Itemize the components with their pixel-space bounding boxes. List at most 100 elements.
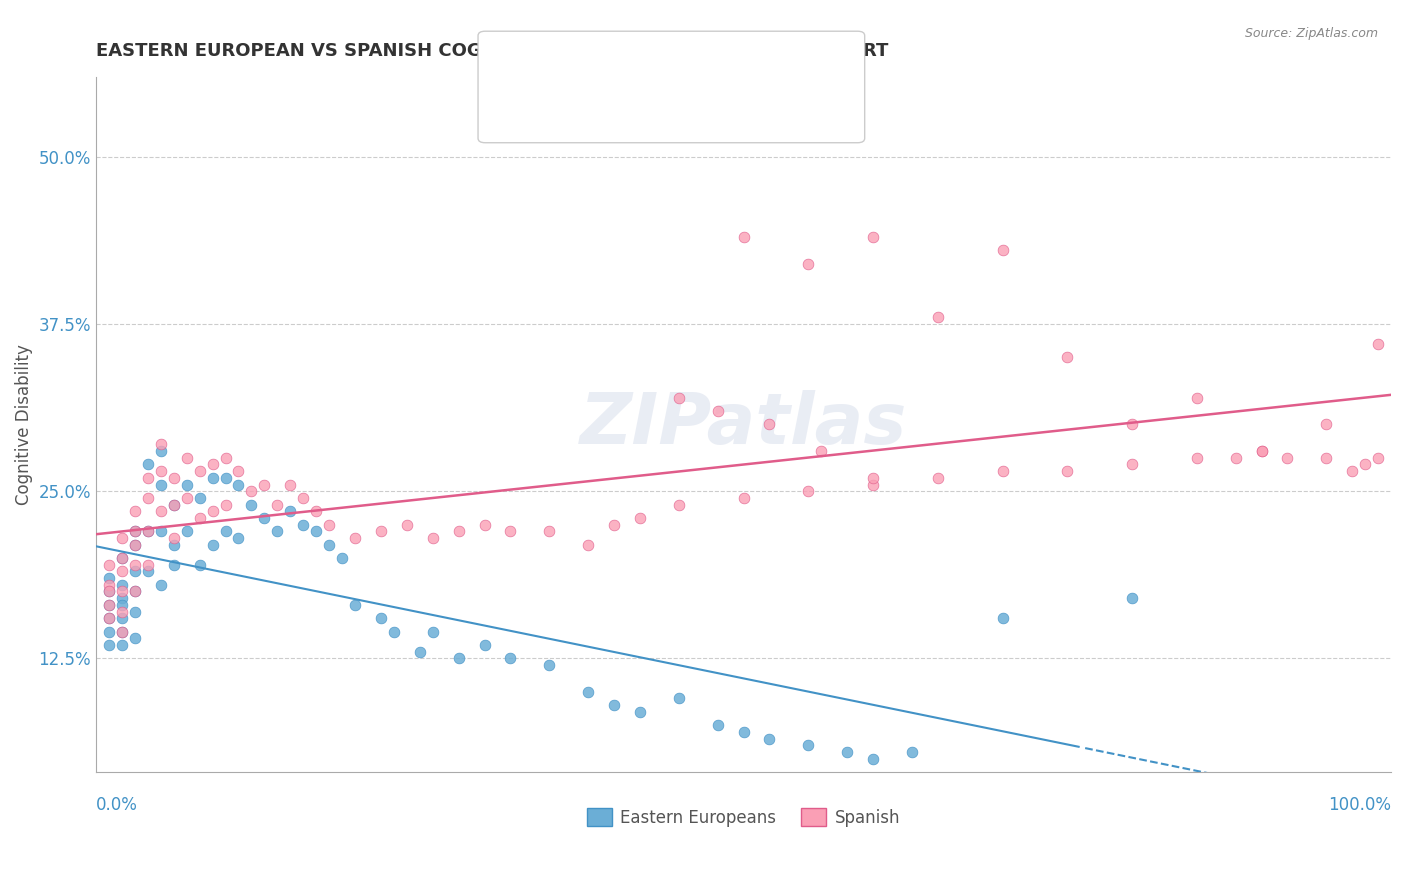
Point: [163, 538, 186, 552]
Point: [163, 558, 186, 572]
Point: [499, 651, 522, 665]
Point: [214, 498, 236, 512]
Point: [98, 584, 121, 599]
Point: [706, 718, 728, 732]
Point: [188, 558, 211, 572]
Point: [991, 464, 1014, 478]
Point: [240, 484, 263, 499]
Point: [344, 598, 367, 612]
Point: [111, 578, 134, 592]
Point: [628, 511, 651, 525]
Point: [111, 624, 134, 639]
Point: [1225, 450, 1247, 465]
Point: [422, 624, 444, 639]
Point: [98, 598, 121, 612]
Point: [98, 584, 121, 599]
Y-axis label: Cognitive Disability: Cognitive Disability: [15, 344, 32, 505]
Point: [136, 471, 159, 485]
Point: [98, 578, 121, 592]
Point: [111, 591, 134, 606]
Point: [330, 551, 353, 566]
Point: [305, 524, 328, 539]
Point: [837, 745, 859, 759]
Point: [98, 598, 121, 612]
Point: [1315, 450, 1337, 465]
Point: [395, 517, 418, 532]
Point: [228, 531, 250, 545]
Point: [927, 310, 949, 325]
Point: [292, 517, 315, 532]
Point: [201, 471, 224, 485]
Point: [124, 558, 146, 572]
Point: [176, 450, 198, 465]
Point: [1121, 591, 1143, 606]
Point: [124, 538, 146, 552]
Point: [1121, 458, 1143, 472]
Point: [98, 624, 121, 639]
Point: [111, 638, 134, 652]
Point: [1341, 464, 1364, 478]
Point: [628, 705, 651, 719]
Point: [149, 464, 172, 478]
Point: [136, 491, 159, 505]
Point: [176, 491, 198, 505]
Point: [111, 551, 134, 566]
Point: [370, 611, 392, 625]
Point: [124, 584, 146, 599]
Point: [163, 498, 186, 512]
Point: [228, 464, 250, 478]
Point: [733, 725, 755, 739]
Point: [111, 605, 134, 619]
Point: [499, 524, 522, 539]
Point: [901, 745, 924, 759]
Point: [163, 471, 186, 485]
Point: [292, 491, 315, 505]
Point: [991, 244, 1014, 258]
Point: [538, 658, 561, 673]
Point: [163, 531, 186, 545]
Point: [538, 524, 561, 539]
Point: [214, 524, 236, 539]
Point: [797, 484, 820, 499]
Point: [149, 504, 172, 518]
Point: [474, 517, 496, 532]
Point: [1250, 444, 1272, 458]
Point: [1354, 458, 1376, 472]
Point: [98, 611, 121, 625]
Text: 100.0%: 100.0%: [1329, 797, 1391, 814]
Point: [124, 524, 146, 539]
Point: [305, 504, 328, 518]
Point: [214, 471, 236, 485]
Point: [344, 531, 367, 545]
Point: [266, 524, 288, 539]
Text: 0.0%: 0.0%: [96, 797, 138, 814]
Point: [370, 524, 392, 539]
Point: [136, 524, 159, 539]
Point: [98, 571, 121, 585]
Point: [758, 417, 780, 432]
Point: [447, 651, 470, 665]
Point: [1185, 391, 1208, 405]
Point: [136, 458, 159, 472]
Point: [136, 558, 159, 572]
Point: [149, 437, 172, 451]
Point: [278, 504, 301, 518]
Text: R = 0.347   N = 87: R = 0.347 N = 87: [541, 99, 699, 117]
Point: [111, 584, 134, 599]
Point: [124, 632, 146, 646]
Point: [1121, 417, 1143, 432]
Point: [240, 498, 263, 512]
Point: [797, 257, 820, 271]
Point: [1367, 337, 1389, 351]
Point: [163, 498, 186, 512]
Point: [124, 524, 146, 539]
Point: [98, 638, 121, 652]
Point: [188, 464, 211, 478]
Point: [1185, 450, 1208, 465]
Point: [201, 458, 224, 472]
Text: ZIPatlas: ZIPatlas: [579, 390, 907, 458]
Point: [1250, 444, 1272, 458]
Point: [228, 477, 250, 491]
Point: [733, 491, 755, 505]
Point: [136, 524, 159, 539]
